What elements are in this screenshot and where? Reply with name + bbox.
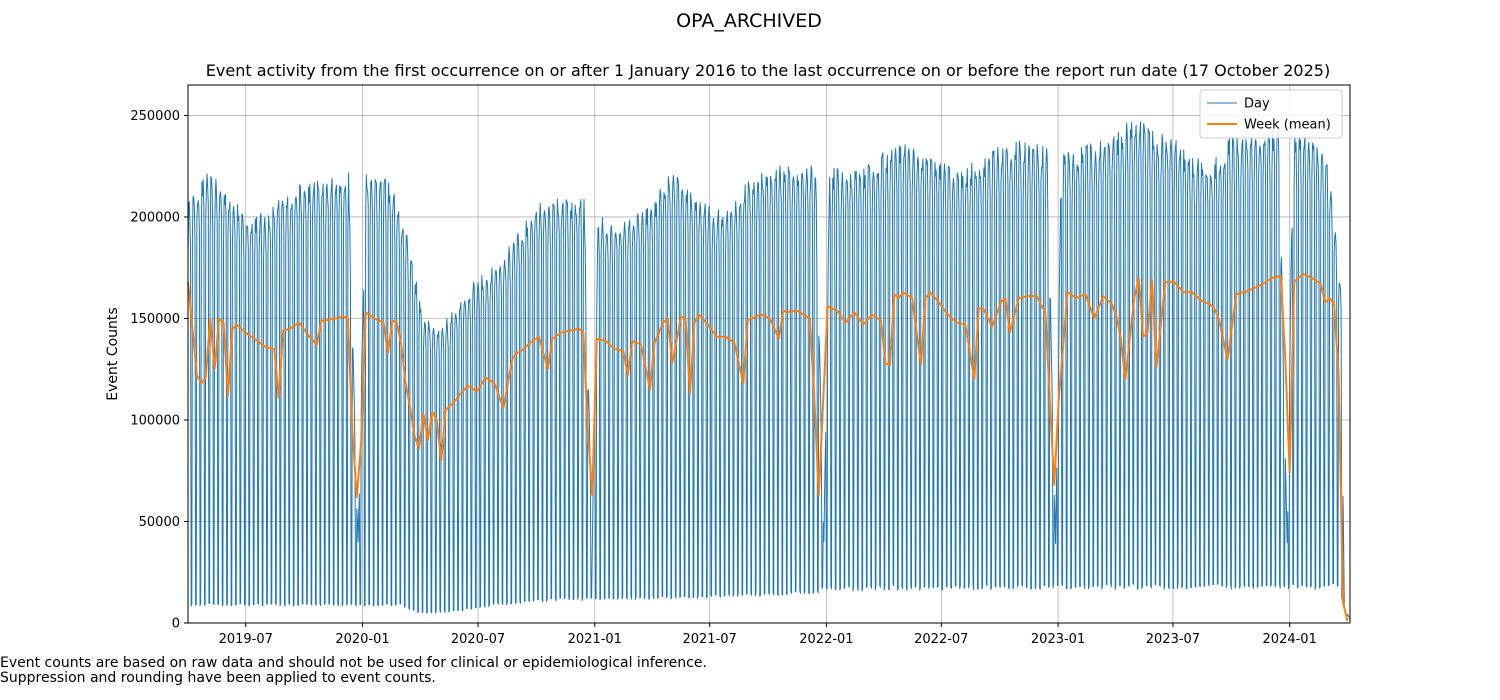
y-tick-label: 200000 xyxy=(130,210,180,225)
y-tick-label: 50000 xyxy=(139,515,180,530)
day-series-line xyxy=(187,121,1351,620)
legend: Day Week (mean) xyxy=(1199,89,1343,139)
y-tick-label: 100000 xyxy=(130,413,180,428)
footnote-suppression: Suppression and rounding have been appli… xyxy=(0,670,436,686)
x-tick-label: 2023-07 xyxy=(1146,632,1200,647)
axes: 0 50000 100000 150000 200000 250000 2019-07 202… xyxy=(130,109,1317,647)
x-tick-label: 2021-01 xyxy=(568,632,622,647)
x-tick-label: 2022-01 xyxy=(799,632,853,647)
x-tick-label: 2024-01 xyxy=(1263,632,1317,647)
y-tick-label: 250000 xyxy=(130,109,180,124)
y-axis-label: Event Counts xyxy=(105,307,121,400)
figure-title: OPA_ARCHIVED xyxy=(676,10,822,32)
legend-box xyxy=(1199,89,1343,139)
y-tick-label: 150000 xyxy=(130,312,180,327)
x-tick-label: 2019-07 xyxy=(219,632,273,647)
series-layer xyxy=(187,121,1351,622)
x-tick-label: 2022-07 xyxy=(914,632,968,647)
plot-frame xyxy=(187,84,1351,624)
week-mean-series-line xyxy=(187,272,1349,622)
chart-title: Event activity from the first occurrence… xyxy=(206,61,1330,80)
x-tick-label: 2020-07 xyxy=(451,632,505,647)
x-tick-label: 2020-01 xyxy=(335,632,389,647)
y-tick-label: 0 xyxy=(172,617,180,632)
footnote-raw-data: Event counts are based on raw data and s… xyxy=(0,655,707,671)
x-tick-label: 2023-01 xyxy=(1031,632,1085,647)
x-tick-label: 2021-07 xyxy=(682,632,736,647)
legend-day-label: Day xyxy=(1244,97,1270,112)
legend-week-label: Week (mean) xyxy=(1244,118,1331,133)
